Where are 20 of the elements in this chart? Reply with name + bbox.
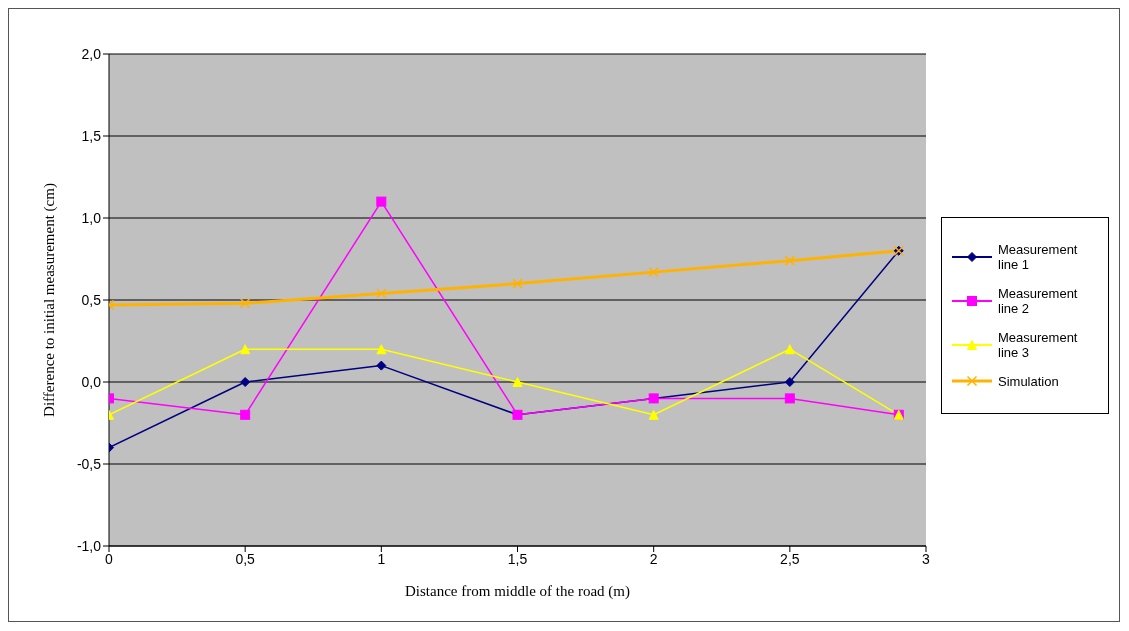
y-tick-label: 1,5: [81, 127, 102, 144]
x-axis-title: Distance from middle of the road (m): [405, 583, 630, 600]
x-tick-label: 1,5: [507, 550, 528, 567]
x-tick-label: 1: [377, 550, 386, 567]
x-tick-label: 0,5: [235, 550, 256, 567]
y-tick-label: -1,0: [76, 537, 102, 554]
y-axis-title: Difference to initial measurement (cm): [41, 183, 59, 417]
y-tick-label: 2,0: [81, 45, 102, 62]
legend-label: Measurement line 1: [998, 241, 1079, 272]
legend-label: Simulation: [998, 373, 1060, 389]
legend-label: Measurement line 2: [998, 285, 1079, 316]
y-tick-label: 0,0: [81, 373, 102, 390]
y-tick-label: 1,0: [81, 209, 102, 226]
x-tick-label: 0: [105, 550, 114, 567]
x-tick-label: 2,5: [780, 550, 800, 567]
x-tick-label: 2: [649, 550, 658, 567]
x-tick-label: 3: [922, 550, 931, 567]
y-tick-label: 0,5: [81, 291, 102, 308]
legend-label: Measurement line 3: [998, 329, 1079, 360]
y-tick-label: -0,5: [76, 455, 102, 472]
